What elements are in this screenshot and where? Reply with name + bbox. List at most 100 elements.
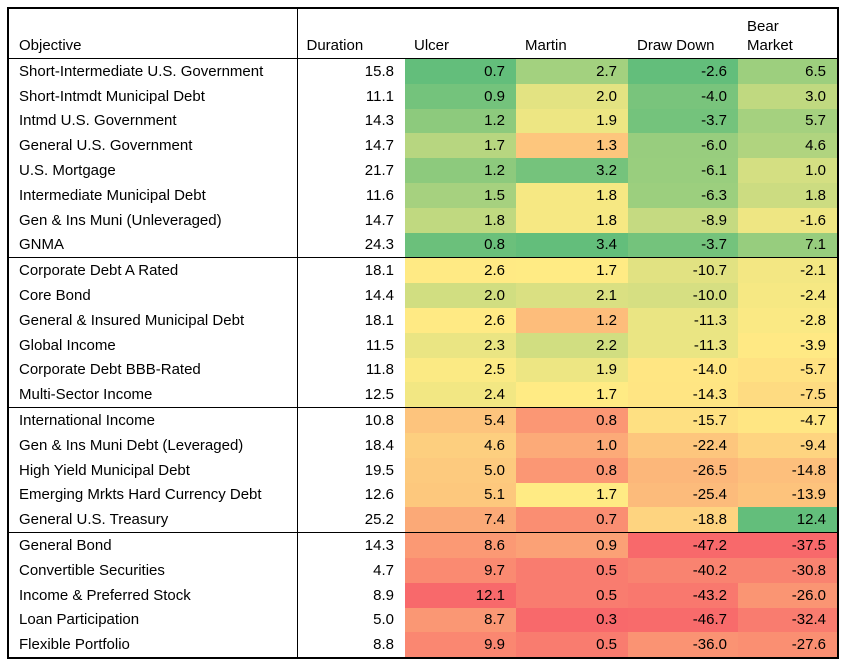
cell-martin: 1.3 <box>516 133 628 159</box>
cell-martin: 1.7 <box>516 482 628 508</box>
cell-ulcer: 0.7 <box>405 58 516 84</box>
cell-ulcer: 7.4 <box>405 507 516 534</box>
table-row: International Income 10.8 5.4 0.8 -15.7 -4.7 <box>8 407 838 433</box>
cell-objective: Core Bond <box>8 283 298 308</box>
cell-duration: 14.7 <box>364 137 394 155</box>
cell-duration: 5.0 <box>373 611 394 629</box>
column-header-draw-down-label: Draw Down <box>637 37 715 54</box>
cell-duration: 11.8 <box>365 361 394 379</box>
cell-bear-market: 4.6 <box>738 133 838 159</box>
cell-objective: Gen & Ins Muni (Unleveraged) <box>8 207 298 233</box>
cell-objective: Intermediate Municipal Debt <box>8 182 298 208</box>
cell-objective: Short-Intmdt Municipal Debt <box>8 83 298 109</box>
cell-objective: U.S. Mortgage <box>8 158 298 183</box>
column-header-martin-label: Martin <box>525 37 567 54</box>
cell-duration: 11.5 <box>365 336 394 354</box>
cell-ulcer: 1.8 <box>405 207 516 233</box>
cell-ulcer: 2.4 <box>405 382 516 409</box>
cell-objective: International Income <box>8 407 298 433</box>
cell-martin: 1.8 <box>516 207 628 233</box>
column-header-ulcer-label: Ulcer <box>414 37 450 54</box>
table-row: Multi-Sector Income 12.5 2.4 1.7 -14.3 -7.5 <box>8 382 838 409</box>
cell-draw-down: -43.2 <box>628 582 738 608</box>
cell-duration: 14.3 <box>364 112 394 130</box>
cell-draw-down: -6.0 <box>628 133 738 159</box>
cell-ulcer: 2.5 <box>405 357 516 383</box>
table-row: U.S. Mortgage 21.7 1.2 3.2 -6.1 1.0 <box>8 158 838 183</box>
cell-duration: 25.2 <box>297 507 405 534</box>
table-row: Income & Preferred Stock 8.9 12.1 0.5 -43.2-… <box>8 582 838 608</box>
header-row: Objective Duration Ulcer Martin Draw Dow… <box>8 8 838 59</box>
cell-ulcer: 8.6 <box>405 532 516 558</box>
cell-ulcer: 9.7 <box>405 557 516 583</box>
cell-bear-market: -3.9 <box>738 332 838 358</box>
cell-draw-down: -18.8 <box>628 507 738 534</box>
cell-draw-down: -15.7 <box>628 407 738 433</box>
cell-martin: 2.0 <box>516 83 628 109</box>
cell-draw-down: -8.9 <box>628 207 738 233</box>
cell-martin: 1.9 <box>516 357 628 383</box>
cell-objective: Short-Intermediate U.S. Government <box>8 58 298 84</box>
table-row: Global Income 11.5 2.3 2.2 -11.3 -3.9 <box>8 332 838 358</box>
table-row: Loan Participation 5.0 8.7 0.3 -46.7 -32.4 <box>8 607 838 633</box>
cell-draw-down: -2.6 <box>628 58 738 84</box>
table-row: General Bond 14.3 8.6 0.9 -47.2 -37.5 <box>8 532 838 558</box>
cell-draw-down: -4.0 <box>628 83 738 109</box>
cell-objective: Emerging Mrkts Hard Currency Debt <box>8 482 298 508</box>
cell-ulcer: 1.5 <box>405 182 516 208</box>
cell-bear-market: -2.4 <box>738 283 838 308</box>
cell-ulcer: 1.7 <box>405 133 516 159</box>
cell-draw-down: -46.7 <box>628 607 738 633</box>
cell-martin: 2.7 <box>516 58 628 84</box>
column-header-bear-market: Bear Market <box>738 8 838 59</box>
cell-ulcer: 8.7 <box>405 607 516 633</box>
cell-draw-down: -6.1 <box>628 158 738 183</box>
cell-ulcer: 5.1 <box>405 482 516 508</box>
cell-bear-market: -4.7 <box>738 407 838 433</box>
cell-duration: 14.3 <box>364 537 394 555</box>
cell-draw-down: -11.3 <box>628 332 738 358</box>
cell-martin: 1.2 <box>516 307 628 333</box>
cell-martin: 1.7 <box>516 382 628 409</box>
cell-bear-market: -1.6 <box>738 207 838 233</box>
cell-bear-market: 6.5 <box>738 58 838 84</box>
cell-duration: 8.8 <box>297 632 405 659</box>
cell-objective: Flexible Portfolio <box>8 632 298 659</box>
cell-draw-down: -14.0 <box>628 357 738 383</box>
cell-objective: Corporate Debt A Rated <box>8 257 298 284</box>
table-row: Emerging Mrkts Hard Currency Debt 12.6 5.1… <box>8 482 838 508</box>
cell-duration: 12.5 <box>297 382 405 409</box>
cell-objective: Income & Preferred Stock <box>8 582 298 608</box>
cell-ulcer: 0.9 <box>405 83 516 109</box>
cell-martin: 1.9 <box>516 108 628 134</box>
cell-martin: 2.2 <box>516 332 628 358</box>
cell-martin: 1.7 <box>516 257 628 284</box>
cell-draw-down: -11.3 <box>628 307 738 333</box>
table-row: Short-Intmdt Municipal Debt 11.1 0.9 2.0 -4.… <box>8 83 838 109</box>
cell-draw-down: -40.2 <box>628 557 738 583</box>
column-header-martin: Martin <box>516 8 628 59</box>
cell-bear-market: 12.4 <box>738 507 838 534</box>
cell-objective: General U.S. Government <box>8 133 298 159</box>
table-row: General & Insured Municipal Debt 18.1 2.6 1… <box>8 307 838 333</box>
table-row: Corporate Debt BBB-Rated 11.8 2.5 1.9 -14.0-… <box>8 357 838 383</box>
cell-martin: 0.8 <box>516 407 628 433</box>
cell-draw-down: -3.7 <box>628 232 738 259</box>
cell-draw-down: -10.0 <box>628 283 738 308</box>
table-row: Intermediate Municipal Debt 11.6 1.5 1.8 -6.… <box>8 182 838 208</box>
cell-objective: Global Income <box>8 332 298 358</box>
cell-objective: Corporate Debt BBB-Rated <box>8 357 298 383</box>
cell-ulcer: 2.6 <box>405 307 516 333</box>
column-header-bear-market-line2: Market <box>747 37 793 54</box>
cell-ulcer: 2.0 <box>405 283 516 308</box>
cell-martin: 2.1 <box>516 283 628 308</box>
table-row: Core Bond 14.4 2.0 2.1 -10.0 -2.4 <box>8 283 838 308</box>
column-header-objective: Objective <box>8 8 298 59</box>
cell-ulcer: 0.8 <box>405 232 516 259</box>
cell-bear-market: -5.7 <box>738 357 838 383</box>
table-row: GNMA 24.3 0.8 3.4 -3.7 7.1 <box>8 232 838 259</box>
cell-duration: 4.7 <box>373 561 394 579</box>
cell-objective: Multi-Sector Income <box>8 382 298 409</box>
cell-duration: 11.6 <box>365 186 394 204</box>
